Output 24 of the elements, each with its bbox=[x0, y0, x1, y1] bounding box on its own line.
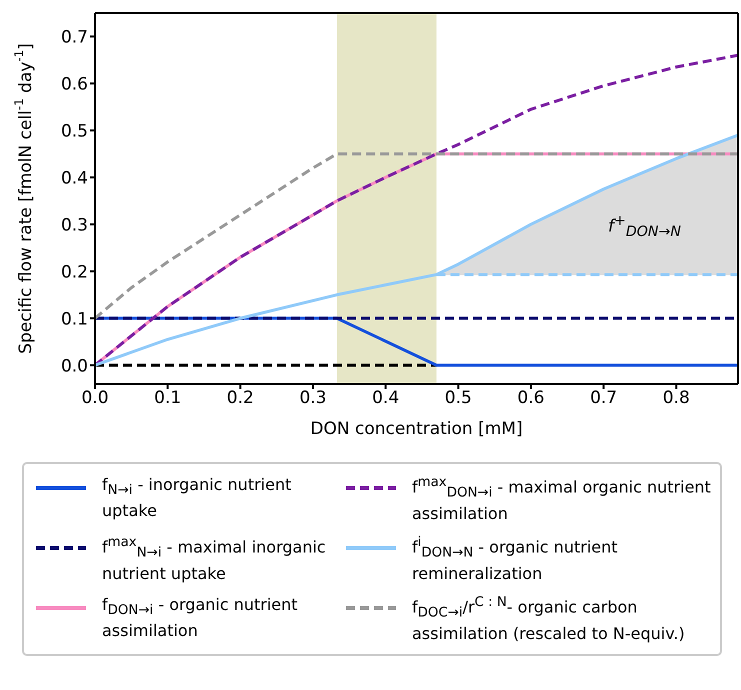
x-tick-label: 0.4 bbox=[372, 388, 400, 408]
line-series bbox=[95, 152, 738, 320]
x-tick-label: 0.1 bbox=[154, 388, 182, 408]
y-tick-label: 0.4 bbox=[60, 168, 88, 188]
x-tick-label: 0.3 bbox=[299, 388, 326, 408]
x-tick-label: 0.0 bbox=[81, 388, 109, 408]
y-tick-label: 0.7 bbox=[60, 28, 88, 48]
y-tick-label: 0.1 bbox=[60, 309, 88, 330]
x-tick-label: 0.7 bbox=[590, 388, 618, 408]
x-tick-label: 0.5 bbox=[444, 388, 472, 408]
x-axis-title: DON concentration [mM] bbox=[310, 419, 523, 439]
x-tick-label: 0.8 bbox=[662, 388, 690, 408]
legend-label: f$_{N→i}$ - inorganic nutrient uptake bbox=[102, 474, 292, 522]
y-tick-label: 0.2 bbox=[60, 262, 88, 282]
legend-label: f$^{i}$$_{DON→N}$ - organic nutrient remineralization bbox=[412, 534, 619, 584]
legend-label: f$^{max}$$_{DON→i}$ - maximal organic nutrient assimilation bbox=[412, 474, 712, 524]
x-tick-label: 0.6 bbox=[517, 388, 544, 408]
y-tick-label: 0.3 bbox=[60, 215, 88, 236]
x-tick-label: 0.2 bbox=[226, 388, 254, 408]
y-tick-label: 0.0 bbox=[60, 356, 88, 376]
y-tick-label: 0.5 bbox=[60, 121, 88, 142]
legend-label: f$_{DOC→i}$/r$^{C : N}$- organic carbon assimilation (rescaled to N-equiv.) bbox=[412, 594, 686, 644]
legend-label: f$_{DON→i}$ - organic nutrient assimilation bbox=[102, 594, 299, 642]
y-tick-label: 0.6 bbox=[60, 74, 88, 94]
